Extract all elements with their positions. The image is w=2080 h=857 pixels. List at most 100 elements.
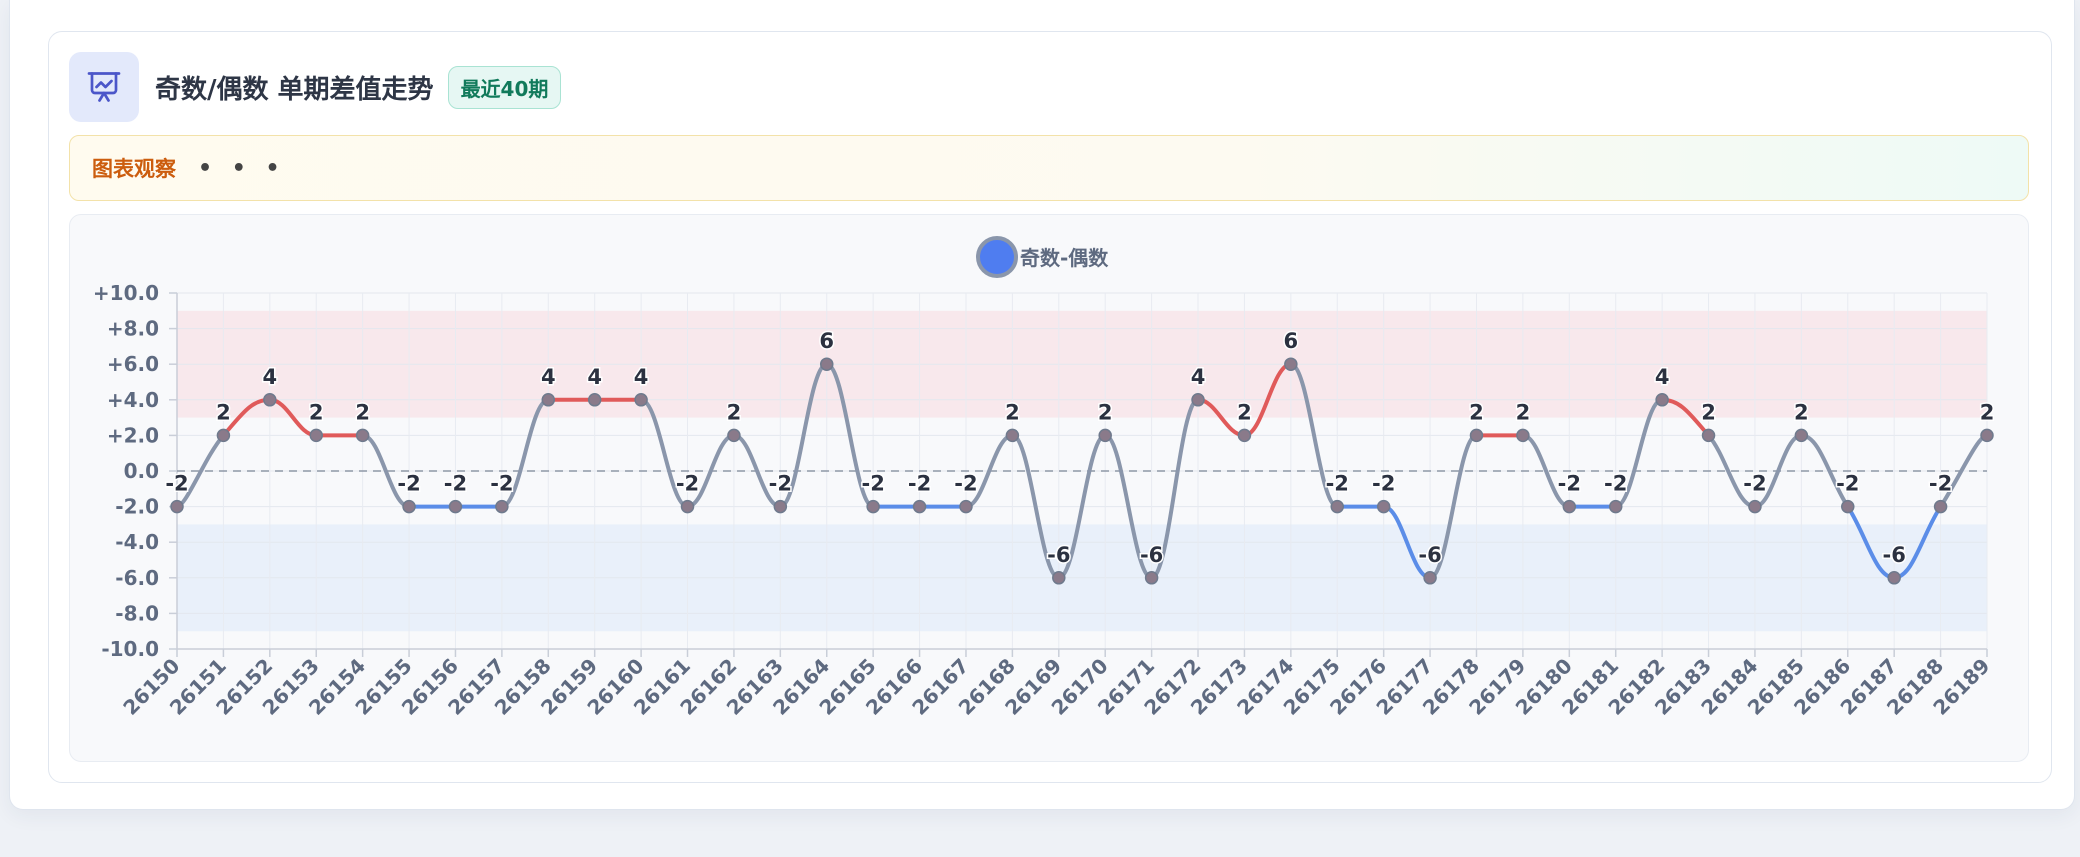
presentation-chart-icon — [69, 52, 139, 122]
data-point — [263, 393, 277, 407]
series-segment — [824, 362, 876, 509]
observation-label: 图表观察 — [92, 157, 176, 181]
card-header: 奇数/偶数 单期差值走势 最近40期 — [69, 52, 562, 122]
data-point — [587, 393, 602, 407]
data-label: 2 — [1701, 400, 1716, 424]
data-label: -2 — [908, 472, 931, 496]
data-point — [1748, 499, 1762, 514]
data-point — [819, 357, 834, 371]
data-point — [912, 499, 927, 514]
series-segment — [778, 362, 829, 509]
legend[interactable]: 奇数-偶数 — [976, 236, 1109, 278]
data-label: -2 — [954, 472, 977, 496]
data-point — [1608, 499, 1623, 514]
data-label: -2 — [1929, 472, 1952, 496]
data-point — [1330, 499, 1345, 514]
data-label: -2 — [1326, 472, 1349, 496]
data-point — [1423, 571, 1437, 585]
series-segment — [1288, 362, 1340, 509]
data-label: -6 — [1883, 543, 1906, 567]
data-label: -6 — [1047, 543, 1070, 567]
data-label: 6 — [1284, 329, 1299, 353]
series-segment — [1010, 433, 1061, 580]
data-label: -2 — [861, 472, 884, 496]
data-point — [1191, 393, 1205, 407]
data-label: -2 — [1743, 472, 1766, 496]
data-point — [1098, 428, 1112, 443]
y-tick-label: +2.0 — [107, 423, 159, 447]
data-label: 2 — [309, 400, 324, 424]
data-label: -2 — [490, 472, 513, 496]
data-label: 4 — [263, 365, 278, 389]
data-point — [216, 428, 231, 443]
y-tick-label: +4.0 — [107, 388, 159, 412]
data-label: 2 — [1516, 400, 1531, 424]
data-label: 2 — [1794, 400, 1809, 424]
data-label: 2 — [1980, 400, 1995, 424]
chart-title: 奇数/偶数 单期差值走势 — [155, 74, 434, 105]
y-tick-label: -4.0 — [115, 530, 159, 554]
observation-bar[interactable]: 图表观察 • • • — [69, 135, 2029, 201]
data-label: 6 — [819, 329, 834, 353]
data-point — [1655, 393, 1669, 407]
data-point — [1980, 428, 1994, 443]
data-point — [355, 428, 370, 443]
y-tick-label: -2.0 — [115, 495, 159, 519]
data-label: 4 — [1191, 365, 1206, 389]
data-point — [448, 499, 463, 514]
data-point — [1933, 499, 1948, 514]
data-label: -2 — [1372, 472, 1395, 496]
series-segment — [1613, 397, 1665, 509]
line-chart: +10.0 +8.0 +6.0 +4.0 +2.0 0.0 -2.0 -4.0 -6.0 -8.0… — [93, 236, 1996, 720]
data-point — [1284, 357, 1298, 371]
data-label: 2 — [1098, 400, 1113, 424]
data-label: -2 — [1604, 472, 1627, 496]
data-point — [1562, 499, 1577, 514]
data-point — [1469, 428, 1484, 443]
data-label: 2 — [355, 400, 370, 424]
y-tick-label: -10.0 — [101, 637, 159, 661]
data-label: 2 — [1469, 400, 1484, 424]
chart-panel: +10.0 +8.0 +6.0 +4.0 +2.0 0.0 -2.0 -4.0 -6.0 -8.0… — [69, 214, 2029, 762]
y-tick-label: +8.0 — [107, 317, 159, 341]
data-point — [959, 499, 973, 514]
data-point — [1144, 571, 1159, 585]
data-point — [309, 428, 323, 443]
series-segment — [1103, 433, 1154, 580]
data-label: -2 — [165, 472, 188, 496]
data-point — [541, 393, 556, 407]
data-label: -2 — [1558, 472, 1581, 496]
data-point — [1376, 499, 1391, 514]
data-label: -6 — [1140, 543, 1163, 567]
data-point — [1516, 428, 1530, 443]
legend-label: 奇数-偶数 — [1020, 246, 1109, 270]
observation-more-icon[interactable]: • • • — [198, 155, 286, 181]
data-point — [1841, 499, 1855, 514]
series-segment — [1149, 397, 1201, 580]
data-label: 4 — [587, 365, 602, 389]
data-point — [402, 499, 416, 514]
data-point — [773, 499, 788, 514]
series-segment — [639, 397, 690, 509]
data-point — [1794, 428, 1809, 443]
data-label: 4 — [541, 365, 556, 389]
outer-panel: 奇数/偶数 单期差值走势 最近40期 图表观察 • • • +10.0 +8.0 +… — [9, 0, 2075, 810]
data-label: 2 — [1237, 400, 1252, 424]
data-point — [634, 393, 648, 407]
data-point — [1887, 571, 1901, 585]
data-label: -2 — [1836, 472, 1859, 496]
y-tick-label: +6.0 — [107, 352, 159, 376]
data-point — [1701, 428, 1716, 443]
data-label: -6 — [1418, 543, 1441, 567]
data-point — [1052, 571, 1066, 585]
data-point — [1005, 428, 1020, 443]
data-label: 2 — [1005, 400, 1020, 424]
data-point — [1237, 428, 1252, 443]
data-point — [727, 428, 741, 443]
data-label: 4 — [634, 365, 649, 389]
series-segment — [1056, 433, 1108, 580]
y-tick-label: -8.0 — [115, 601, 159, 625]
data-label: 2 — [216, 400, 231, 424]
data-point — [866, 499, 880, 514]
data-point — [680, 499, 695, 514]
